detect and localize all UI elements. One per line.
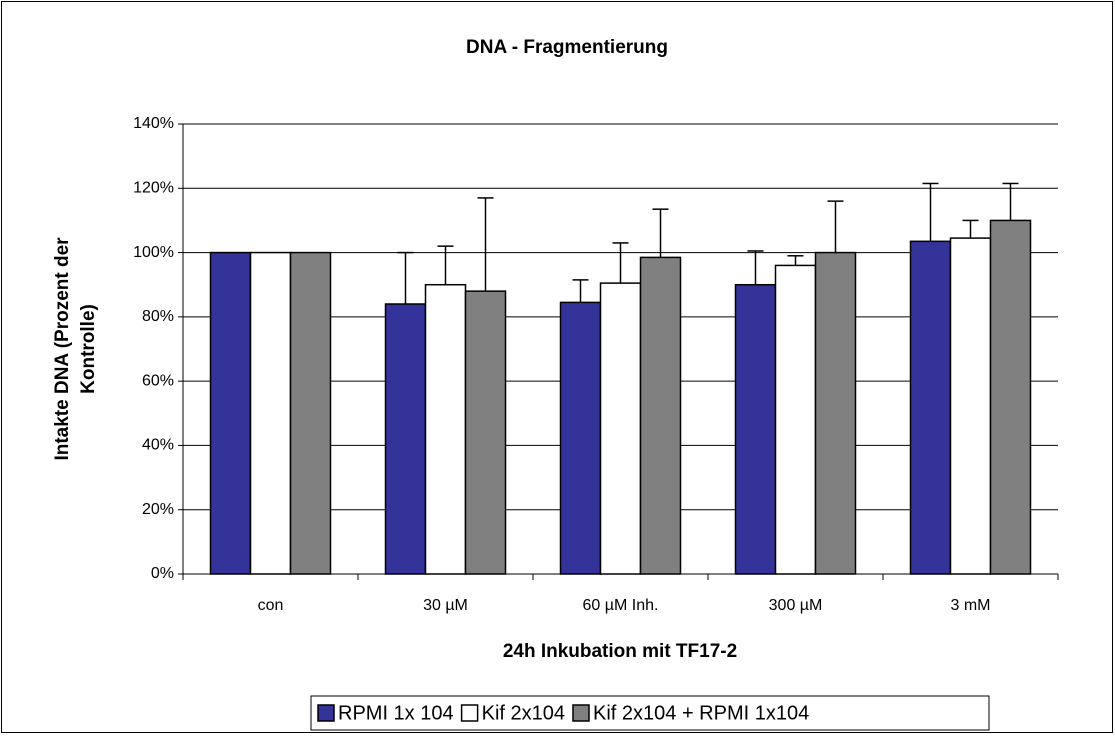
bar [289,251,332,575]
x-tick-label: con [258,597,284,614]
y-tick-label: 0% [151,565,174,582]
y-axis-label-line: Intakte DNA (Prozent der [52,237,73,461]
legend-swatch [572,704,590,722]
y-tick-label: 100% [133,244,174,261]
x-tick-label: 30 µM [423,597,468,614]
x-tick-label: 60 µM Inh. [583,597,659,614]
bar [909,240,952,575]
y-tick-label: 140% [133,115,174,132]
legend-swatch [460,704,479,722]
bar [949,237,992,575]
bar [249,251,292,575]
legend-label: RPMI 1x 104 [338,702,454,724]
y-tick-label: 80% [142,308,174,325]
y-axis-label: Intakte DNA (Prozent der Kontrolle) [52,237,99,461]
bar [774,264,817,575]
x-axis-label: 24h Inkubation mit TF17-2 [503,641,737,662]
y-axis-label-line: Kontrolle) [78,304,99,394]
bar [989,219,1032,575]
y-tick-label: 40% [142,437,174,454]
bar [639,256,682,575]
bar [599,282,642,575]
chart-title: DNA - Fragmentierung [466,37,668,58]
legend-label: Kif 2x104 + RPMI 1x104 [593,702,809,724]
x-tick-label: 300 µM [769,597,823,614]
legend-label: Kif 2x104 [482,702,565,724]
bar [464,290,507,575]
legend-box [310,695,990,731]
bar [424,283,467,575]
bar [734,283,777,575]
x-tick-label: 3 mM [951,597,991,614]
legend-swatch [317,704,335,722]
bar [384,303,427,575]
bar [814,251,857,575]
y-tick-label: 20% [142,501,174,518]
bar [209,251,252,575]
y-tick-label: 60% [142,372,174,389]
bar [559,301,602,575]
y-tick-label: 120% [133,180,174,197]
